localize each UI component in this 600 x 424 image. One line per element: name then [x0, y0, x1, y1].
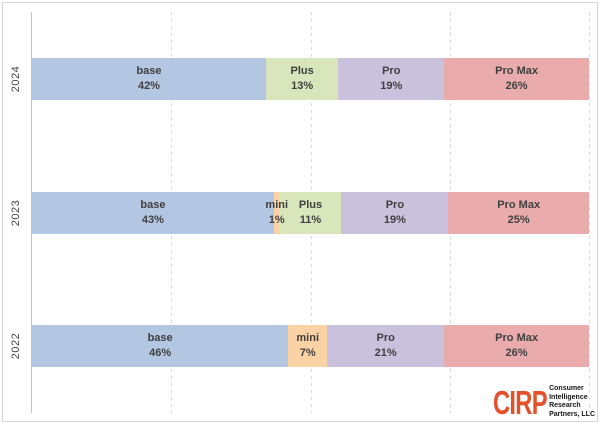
bar-segment-mini: mini 7% [288, 325, 328, 368]
segment-label: mini 1% [265, 198, 289, 226]
cirp-logo: CIRP Consumer Intelligence Research Part… [472, 385, 595, 419]
cirp-logo-text: Consumer Intelligence Research Partners,… [549, 385, 595, 419]
year-label: 2022 [10, 332, 23, 360]
segment-label: Pro Max 26% [495, 64, 538, 92]
bar-segment-pro-max: Pro Max 26% [444, 325, 589, 368]
segment-label: Pro 21% [374, 332, 397, 360]
segment-label: mini 7% [296, 332, 320, 360]
bar-segment-pro: Pro 19% [338, 57, 445, 100]
segment-label: Pro Max 25% [497, 198, 541, 226]
segment-label: Plus 13% [290, 64, 314, 92]
bar-row-2022: 2022 base 46% mini 7% Pro [10, 279, 589, 413]
bar-segment-base: base 43% [32, 191, 274, 234]
bar-segment-base: base 46% [32, 325, 289, 368]
stacked-bar: base 46% mini 7% Pro 21% [32, 325, 589, 368]
logo-line: Intelligence [549, 393, 588, 401]
logo-line: Consumer [549, 385, 584, 392]
segment-label: base 42% [136, 64, 162, 92]
stacked-bar: base 42% Plus 13% Pro 19% [32, 57, 589, 100]
bar-segment-pro-max: Pro Max 25% [448, 191, 589, 234]
bar-row-2024: 2024 base 42% Plus 13% Pro [10, 12, 589, 146]
bar-segment-base: base 42% [32, 57, 266, 100]
bar-row-2023: 2023 base 43% mini 1% Plus [10, 146, 589, 280]
year-axis-label-box: 2024 [5, 12, 27, 146]
year-label: 2023 [10, 199, 23, 226]
segment-label: Pro Max 26% [495, 332, 538, 360]
stacked-bar: base 43% mini 1% Plus 11% [32, 191, 589, 234]
bar-segment-pro: Pro 19% [341, 191, 449, 234]
bar-segment-pro-max: Pro Max 26% [444, 57, 589, 100]
segment-label: base 46% [147, 332, 173, 360]
cirp-logo-acronym: CIRP [493, 383, 548, 421]
bar-segment-plus: Plus 11% [279, 191, 342, 234]
bar-segment-mini: mini 1% [265, 191, 288, 234]
segment-label: Pro 19% [380, 64, 403, 92]
logo-line: Partners, LLC [549, 410, 595, 418]
year-axis-label-box: 2022 [5, 279, 27, 413]
segment-label: Pro 19% [383, 198, 406, 226]
bar-segment-plus: Plus 13% [265, 57, 339, 100]
bar-rows: 2024 base 42% Plus 13% Pro [10, 12, 589, 413]
bar-segment-pro: Pro 21% [327, 325, 445, 368]
gridline-100pct [589, 12, 590, 413]
segment-label: base 43% [140, 198, 166, 226]
logo-line: Research [549, 402, 581, 409]
plot-area: 2024 base 42% Plus 13% Pro [10, 12, 590, 413]
segment-label: Plus 11% [298, 198, 323, 226]
year-axis-label-box: 2023 [5, 146, 27, 280]
year-label: 2024 [10, 65, 23, 93]
